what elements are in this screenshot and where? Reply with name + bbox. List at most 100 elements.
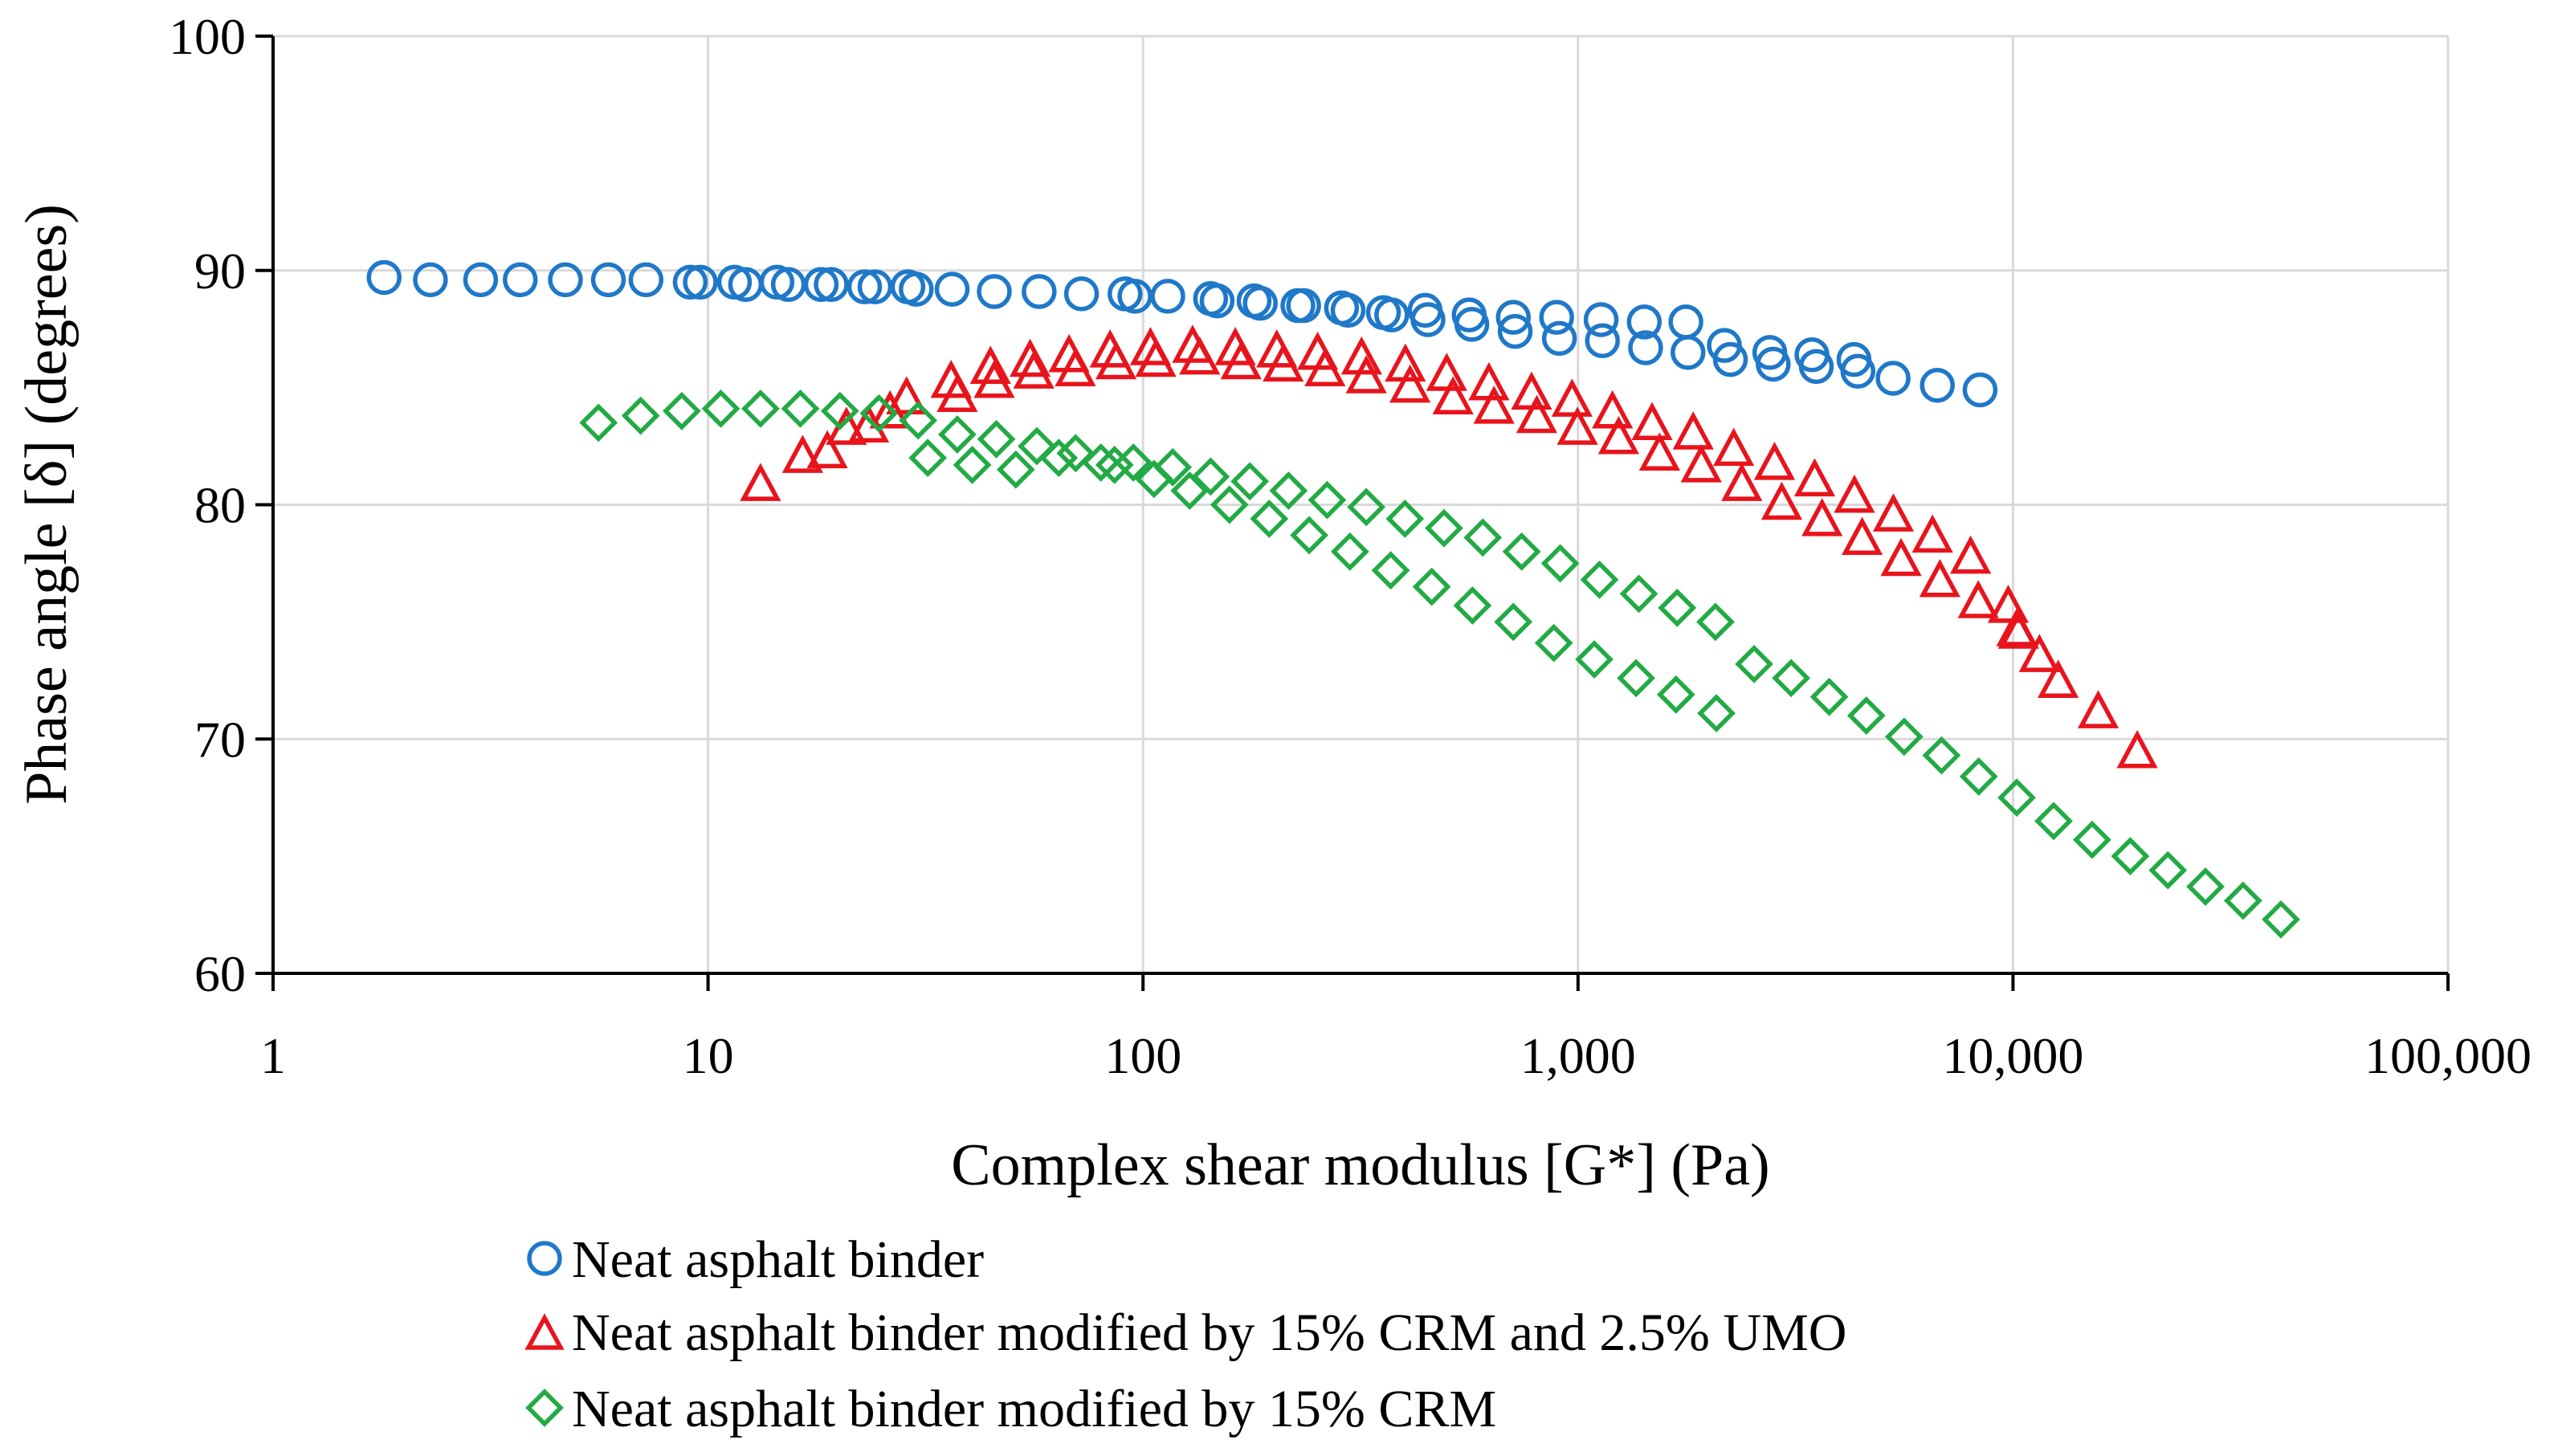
- data-point-diamond: [1412, 567, 1451, 606]
- data-point-diamond: [1347, 487, 1386, 527]
- data-point-diamond: [1056, 434, 1095, 473]
- data-point-circle: [1497, 313, 1533, 349]
- data-point-triangle: [1135, 338, 1177, 377]
- data-point-circle: [1286, 288, 1321, 324]
- data-point-diamond: [953, 446, 992, 484]
- data-point-triangle: [1551, 378, 1593, 417]
- data-point-circle: [502, 262, 538, 298]
- data-point-triangle: [1760, 481, 1803, 520]
- data-point-triangle: [1009, 338, 1051, 377]
- data-point-triangle: [740, 463, 781, 501]
- legend-item-neat: Neat asphalt binder: [527, 1230, 984, 1289]
- data-point-triangle: [1987, 585, 2030, 623]
- y-axis-label: Phase angle [δ] (degrees): [14, 204, 80, 805]
- data-point-diamond: [1453, 586, 1492, 625]
- data-point-triangle: [1468, 361, 1510, 401]
- y-tick-label: 80: [194, 477, 246, 534]
- data-point-triangle: [886, 376, 928, 414]
- data-point-triangle: [1304, 348, 1346, 386]
- data-point-triangle: [1672, 411, 1714, 450]
- data-point-triangle: [1801, 498, 1843, 536]
- data-point-diamond: [1846, 696, 1886, 735]
- data-point-diamond: [1230, 462, 1270, 501]
- data-point-triangle: [1592, 389, 1634, 429]
- data-point-diamond: [2111, 837, 2150, 876]
- data-point-diamond: [1658, 588, 1697, 627]
- tick-labels: 1 10 100 1,000 10,000 100,000 60 70 80 90 100: [169, 8, 2532, 1084]
- data-point-triangle: [1013, 350, 1055, 389]
- data-point-circle: [1541, 320, 1577, 357]
- data-point-triangle: [1345, 355, 1387, 394]
- data-point-triangle: [806, 430, 848, 469]
- data-point-triangle: [1631, 402, 1673, 441]
- data-point-diamond: [1772, 659, 1811, 698]
- data-point-triangle: [2038, 659, 2079, 698]
- y-tick-label: 90: [194, 243, 246, 300]
- data-point-circle: [683, 264, 718, 300]
- data-point-diamond: [1619, 574, 1658, 614]
- data-point-circle: [770, 267, 806, 303]
- data-point-diamond: [662, 391, 701, 430]
- data-point-diamond: [1250, 500, 1289, 538]
- data-point-diamond: [1330, 532, 1369, 571]
- data-point-circle: [1374, 297, 1410, 332]
- data-point-triangle: [1220, 341, 1262, 380]
- data-point-triangle: [1095, 341, 1137, 380]
- data-point-circle: [1539, 300, 1574, 335]
- data-point-triangle: [2018, 634, 2060, 672]
- data-point-triangle: [1880, 537, 1922, 577]
- data-point-circle: [366, 259, 402, 296]
- data-point-diamond: [1425, 508, 1463, 548]
- data-point-diamond: [1656, 675, 1695, 714]
- data-point-circle: [1668, 304, 1703, 340]
- data-point-circle: [899, 271, 934, 307]
- series-circle: [366, 259, 1998, 408]
- data-point-triangle: [2116, 729, 2158, 769]
- data-point-circle: [1798, 349, 1834, 385]
- data-point-triangle: [1389, 364, 1431, 403]
- data-point-circle: [548, 262, 583, 298]
- data-point-circle: [1150, 279, 1185, 314]
- data-point-triangle: [1426, 353, 1467, 391]
- data-point-diamond: [1371, 551, 1410, 590]
- data-point-diamond: [908, 438, 948, 478]
- data-point-triangle: [1957, 580, 1999, 618]
- data-point-diamond: [2223, 881, 2262, 920]
- data-point-diamond: [1580, 560, 1619, 599]
- data-point-circle: [1410, 302, 1446, 337]
- data-point-circle: [1920, 367, 1955, 403]
- x-tick-label: 100,000: [2364, 1027, 2532, 1084]
- legend-item-crm: Neat asphalt binder modified by 15% CRM: [525, 1380, 1496, 1438]
- y-tick-label: 100: [169, 8, 246, 65]
- data-point-triangle: [1841, 516, 1883, 556]
- data-point-triangle: [1179, 336, 1221, 375]
- data-point-triangle: [969, 345, 1011, 385]
- data-point-diamond: [1153, 447, 1193, 487]
- data-point-circle: [1626, 304, 1663, 340]
- data-point-triangle: [1721, 463, 1763, 501]
- data-point-triangle: [1680, 444, 1722, 483]
- data-point-diamond: [1290, 516, 1328, 555]
- data-point-circle: [1022, 274, 1057, 309]
- data-point-diamond: [2186, 867, 2225, 906]
- data-point-diamond: [1308, 480, 1347, 520]
- data-point-diamond: [781, 389, 820, 428]
- data-point-circle: [803, 267, 839, 303]
- data-point-circle: [413, 262, 448, 298]
- data-point-circle: [814, 267, 849, 303]
- data-point-diamond: [937, 415, 977, 454]
- data-point-diamond: [820, 391, 859, 430]
- data-point-diamond: [2034, 801, 2073, 841]
- data-point-triangle: [1511, 371, 1552, 410]
- data-point-triangle: [1055, 348, 1096, 386]
- data-point-circle: [628, 262, 664, 298]
- data-point-diamond: [1385, 500, 1425, 538]
- data-point-circle: [857, 269, 893, 304]
- data-point-circle: [1242, 285, 1278, 321]
- data-point-triangle: [1263, 343, 1304, 382]
- legend-item-umo: Neat asphalt binder modified by 15% CRM …: [524, 1303, 1846, 1362]
- data-point-triangle: [1753, 442, 1796, 480]
- data-point-diamond: [1081, 443, 1120, 482]
- data-point-circle: [463, 262, 499, 298]
